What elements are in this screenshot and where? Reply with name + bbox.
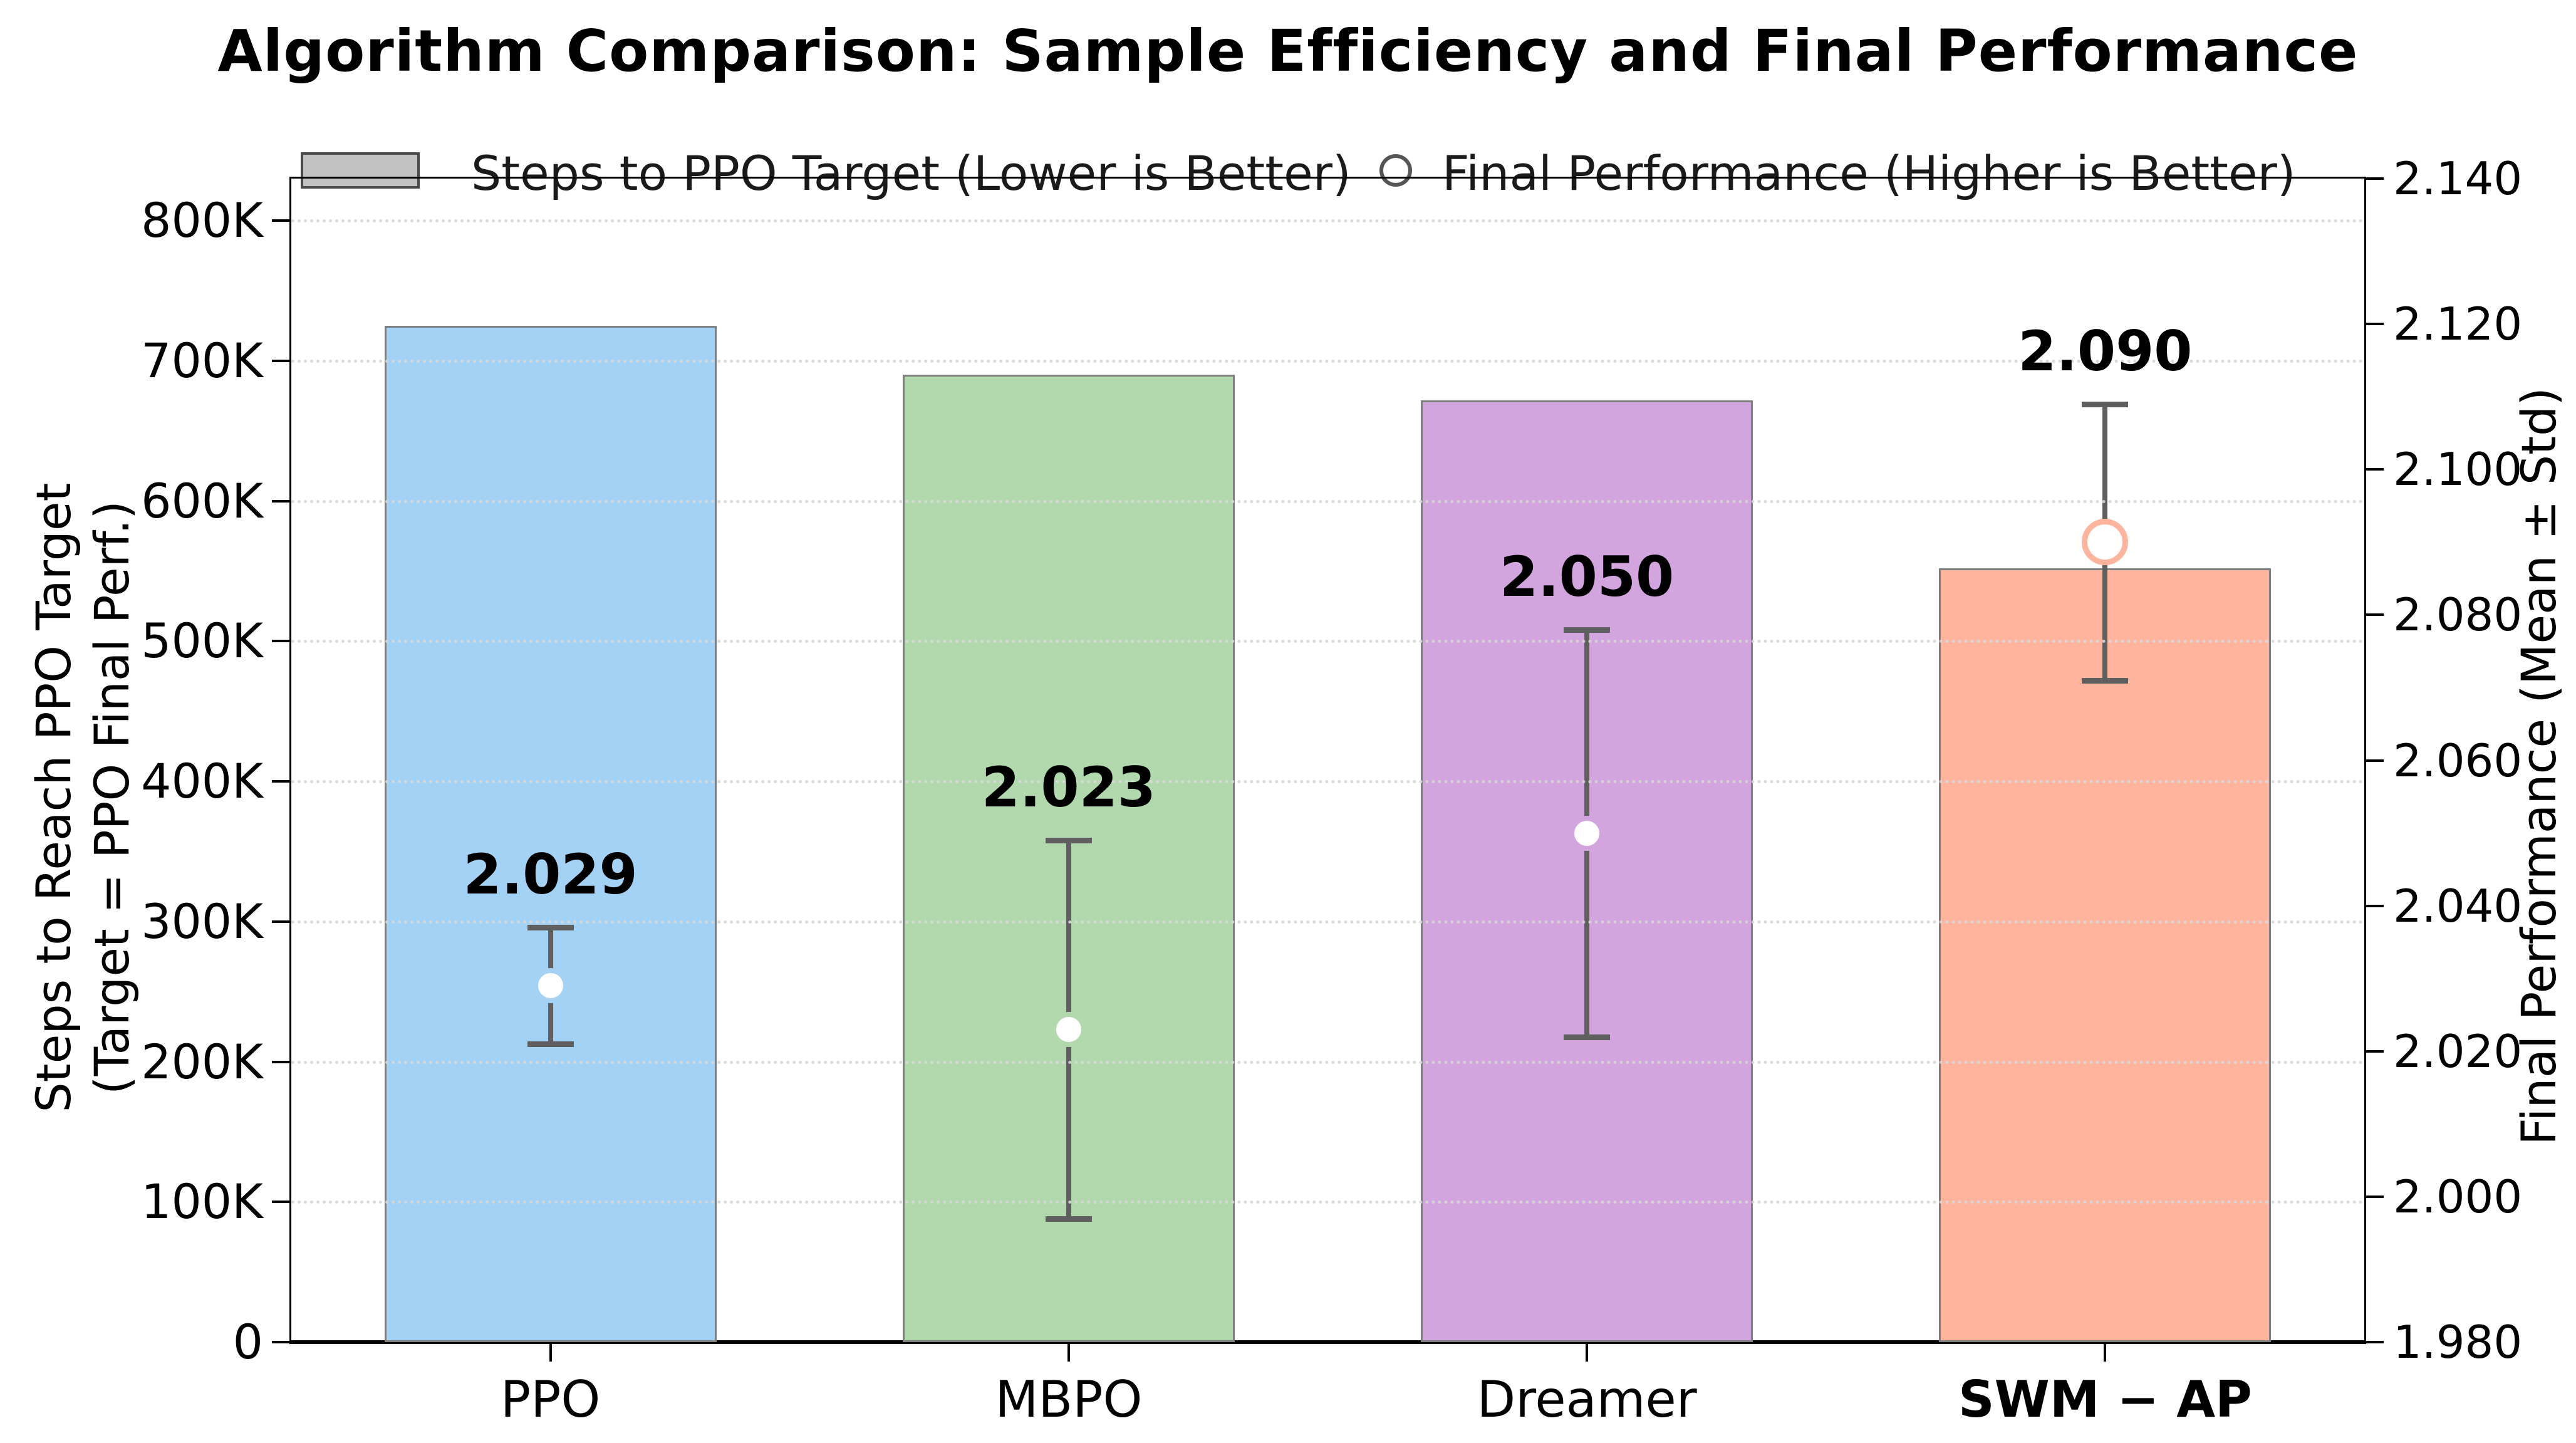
chart-title: Algorithm Comparison: Sample Efficiency … (217, 18, 2359, 85)
grid-line (291, 640, 2364, 643)
left-tick-label: 700K (141, 332, 263, 388)
right-tick-label: 2.060 (2393, 734, 2523, 787)
bar-ppo (384, 325, 717, 1342)
left-tick-mark (272, 359, 289, 362)
grid-line (291, 499, 2364, 503)
left-tick-label: 600K (141, 472, 263, 529)
x-tick-mark (1586, 1344, 1589, 1362)
legend-label-performance: Final Performance (Higher is Better) (1442, 145, 2296, 201)
value-label-ppo: 2.029 (463, 842, 638, 907)
left-tick-mark (272, 780, 289, 783)
right-tick-label: 2.100 (2393, 443, 2523, 496)
right-tick-mark (2366, 323, 2384, 326)
right-tick-mark (2366, 177, 2384, 180)
left-tick-label: 400K (141, 753, 263, 810)
x-tick-label-dreamer: Dreamer (1477, 1370, 1697, 1429)
right-tick-mark (2366, 1050, 2384, 1053)
error-cap-top-swm-ap (2082, 401, 2129, 407)
left-tick-label: 500K (141, 613, 263, 669)
grid-line (291, 780, 2364, 784)
grid-line (291, 219, 2364, 223)
error-cap-top-dreamer (1564, 627, 1611, 633)
left-tick-label: 100K (141, 1174, 263, 1230)
left-tick-mark (272, 1341, 289, 1343)
left-tick-label: 200K (141, 1033, 263, 1090)
right-tick-label: 2.020 (2393, 1024, 2523, 1078)
left-tick-mark (272, 920, 289, 923)
right-tick-label: 2.000 (2393, 1170, 2523, 1223)
performance-marker-mbpo (1051, 1011, 1086, 1047)
left-tick-mark (272, 1201, 289, 1204)
value-label-mbpo: 2.023 (981, 755, 1156, 820)
error-cap-bottom-ppo (527, 1041, 574, 1048)
legend-bar-swatch-icon (301, 152, 420, 189)
performance-marker-swm-ap (2082, 519, 2129, 566)
right-spine (2364, 179, 2366, 1344)
right-tick-label: 2.120 (2393, 298, 2523, 351)
performance-marker-ppo (532, 968, 568, 1004)
left-tick-mark (272, 219, 289, 222)
right-tick-label: 2.140 (2393, 152, 2523, 205)
top-spine (289, 177, 2366, 179)
left-tick-label: 300K (141, 893, 263, 949)
right-tick-mark (2366, 1195, 2384, 1198)
bar-swm-ap (1939, 568, 2272, 1342)
legend-label-steps: Steps to PPO Target (Lower is Better) (471, 145, 1351, 201)
x-tick-mark (2104, 1344, 2107, 1362)
left-tick-label: 800K (141, 192, 263, 249)
right-tick-mark (2366, 468, 2384, 471)
grid-line (291, 1060, 2364, 1064)
left-spine (289, 179, 291, 1344)
grid-line (291, 920, 2364, 924)
x-tick-label-mbpo: MBPO (995, 1370, 1143, 1429)
error-cap-top-ppo (527, 925, 574, 931)
left-tick-mark (272, 499, 289, 503)
x-tick-mark (549, 1344, 552, 1362)
left-tick-label: 0 (232, 1314, 263, 1370)
legend-circle-marker-icon (1379, 154, 1412, 187)
right-tick-mark (2366, 1341, 2384, 1343)
value-label-swm-ap: 2.090 (2018, 318, 2193, 383)
x-tick-label-swm-ap: SWM − AP (1958, 1370, 2252, 1429)
grid-line (291, 359, 2364, 363)
error-cap-bottom-dreamer (1564, 1034, 1611, 1040)
right-tick-label: 2.080 (2393, 588, 2523, 642)
right-tick-mark (2366, 613, 2384, 617)
left-tick-mark (272, 640, 289, 643)
right-tick-mark (2366, 904, 2384, 907)
x-tick-label-ppo: PPO (500, 1370, 601, 1429)
figure: Algorithm Comparison: Sample Efficiency … (26, 18, 2567, 1425)
left-tick-mark (272, 1060, 289, 1063)
grid-line (291, 1201, 2364, 1204)
error-cap-bottom-swm-ap (2082, 677, 2129, 684)
bottom-spine (289, 1340, 2366, 1344)
right-tick-label: 2.040 (2393, 879, 2523, 932)
performance-marker-dreamer (1569, 815, 1605, 851)
value-label-dreamer: 2.050 (1499, 544, 1675, 609)
right-tick-label: 1.980 (2393, 1316, 2523, 1368)
error-cap-bottom-mbpo (1045, 1216, 1092, 1222)
right-tick-mark (2366, 759, 2384, 762)
x-tick-mark (1067, 1344, 1070, 1362)
error-cap-top-mbpo (1045, 838, 1092, 844)
